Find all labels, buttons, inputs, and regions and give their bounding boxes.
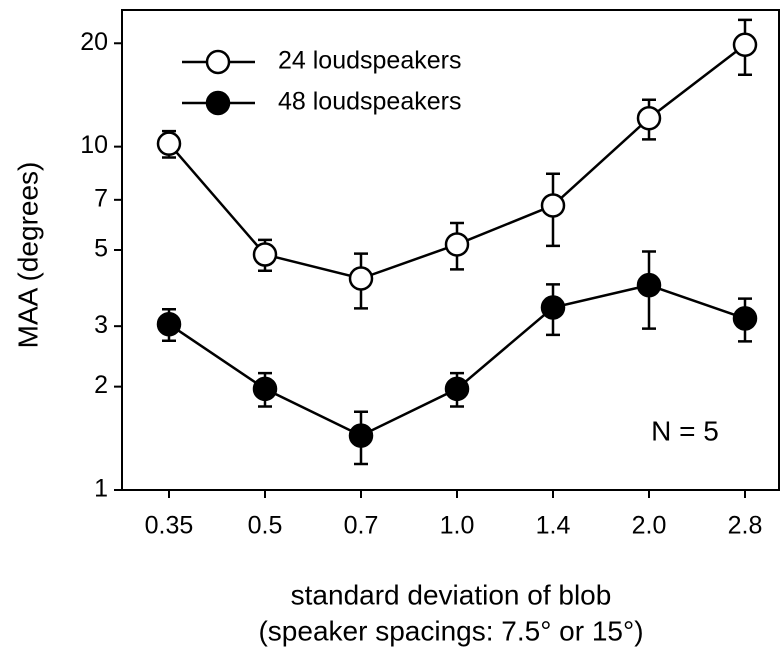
y-axis-label: MAA (degrees) [12, 162, 43, 349]
annotation: N = 5 [651, 415, 719, 446]
x-tick-label: 2.8 [728, 512, 763, 540]
marker [348, 423, 374, 448]
x-axis-label: standard deviation of blob [291, 579, 612, 610]
y-tick-label: 20 [80, 28, 108, 56]
marker [252, 376, 278, 402]
legend-label: 24 loudspeakers [278, 47, 461, 75]
x-tick-label: 1.4 [536, 512, 571, 540]
y-tick-label: 2 [94, 371, 108, 399]
y-tick-label: 10 [80, 131, 108, 159]
marker [636, 272, 662, 298]
y-tick-label: 5 [94, 235, 108, 263]
legend-marker [205, 90, 231, 116]
x-tick-label: 0.5 [248, 512, 283, 540]
marker [636, 105, 662, 131]
legend-label: 48 loudspeakers [278, 88, 461, 116]
y-tick-label: 3 [94, 311, 108, 339]
x-tick-label: 2.0 [632, 512, 667, 540]
y-tick-label: 7 [94, 184, 108, 212]
marker [732, 32, 758, 58]
marker [732, 306, 758, 331]
marker [252, 242, 278, 267]
legend-marker [205, 49, 231, 75]
y-tick-label: 1 [94, 475, 108, 503]
marker [540, 295, 566, 320]
x-axis-label: (speaker spacings: 7.5° or 15°) [258, 615, 643, 646]
marker [348, 266, 374, 291]
marker [540, 193, 566, 218]
marker [156, 311, 182, 337]
marker [444, 376, 470, 402]
marker [156, 131, 182, 156]
series-line [168, 283, 746, 438]
x-tick-label: 0.35 [145, 512, 194, 540]
x-tick-label: 0.7 [344, 512, 379, 540]
x-tick-label: 1.0 [440, 512, 475, 540]
marker [444, 232, 470, 257]
